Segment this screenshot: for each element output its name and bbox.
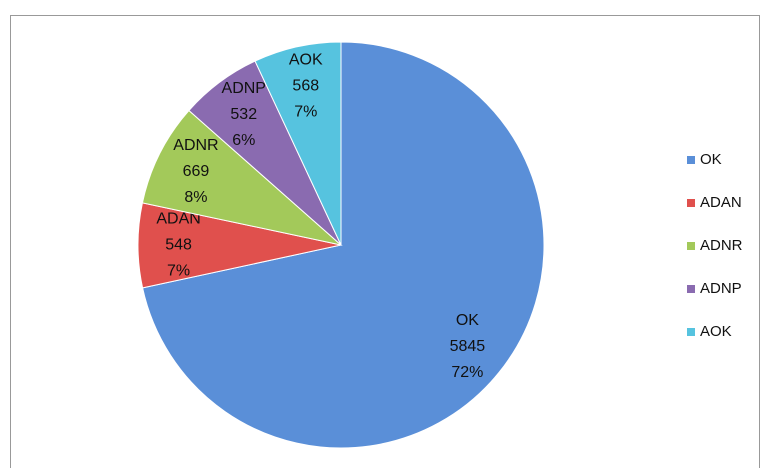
legend-swatch xyxy=(687,285,695,293)
data-label: AOK xyxy=(289,52,323,69)
pie-slice xyxy=(254,41,342,246)
data-label: 548 xyxy=(165,237,192,254)
pie-slice xyxy=(141,109,343,246)
data-label: 669 xyxy=(183,163,210,180)
data-label: OK xyxy=(456,312,479,329)
data-label: ADNP xyxy=(222,80,266,97)
pie-slice xyxy=(141,41,545,449)
legend-label: ADAN xyxy=(700,194,742,211)
data-label: 72% xyxy=(451,364,483,381)
legend-swatch xyxy=(687,156,695,164)
data-label: 8% xyxy=(184,189,207,206)
legend-label: ADNR xyxy=(700,237,743,254)
legend-swatch xyxy=(687,199,695,207)
data-label: ADAN xyxy=(156,211,200,228)
legend-swatch xyxy=(687,328,695,336)
data-label: ADNR xyxy=(173,137,218,154)
data-label: 5845 xyxy=(450,338,486,355)
legend-swatch xyxy=(687,242,695,250)
data-label: 7% xyxy=(294,104,317,121)
data-label: 7% xyxy=(167,263,190,280)
legend-label: AOK xyxy=(700,323,732,340)
legend-label: ADNP xyxy=(700,280,742,297)
data-label: 568 xyxy=(292,78,319,95)
legend-label: OK xyxy=(700,151,722,168)
data-label: 6% xyxy=(232,132,255,149)
data-label: 532 xyxy=(230,106,257,123)
